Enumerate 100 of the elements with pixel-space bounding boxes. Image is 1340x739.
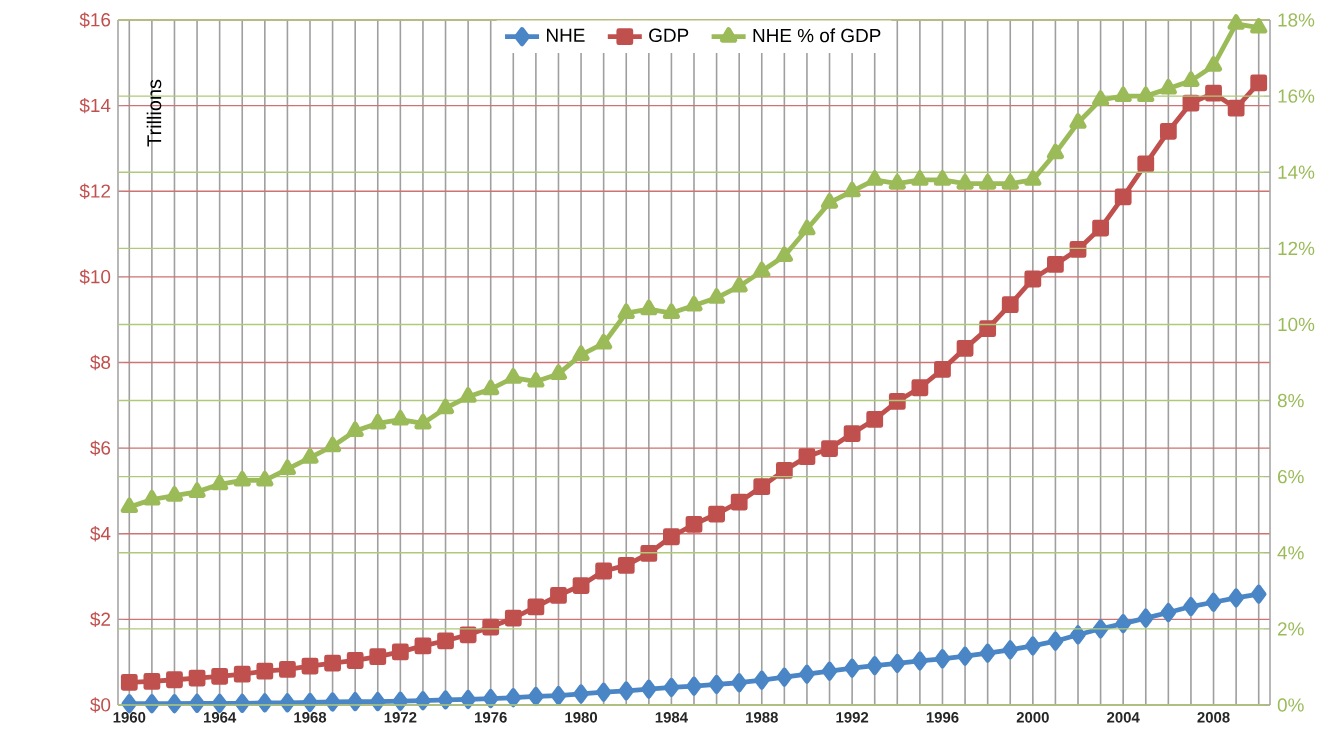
point [1069, 113, 1087, 129]
point [708, 505, 725, 523]
point [369, 691, 386, 712]
point [301, 448, 319, 464]
y2-tick-label: 2% [1277, 622, 1304, 636]
point [505, 688, 522, 708]
point [459, 387, 477, 403]
point [1205, 592, 1222, 612]
point [662, 303, 681, 320]
point [527, 598, 545, 616]
y2-tick-label: 6% [1278, 469, 1304, 484]
point [1092, 619, 1109, 639]
point [391, 409, 409, 426]
x-tick-label: 2004 [1107, 712, 1140, 723]
point [686, 676, 702, 696]
point [663, 528, 680, 546]
point [685, 515, 703, 533]
y2-tick-label: 12% [1278, 241, 1315, 256]
point [641, 679, 657, 699]
point [866, 170, 884, 186]
point [1250, 18, 1268, 34]
point [188, 669, 206, 687]
point [595, 333, 613, 350]
point [1047, 256, 1064, 273]
x-tick-label: 1964 [203, 712, 237, 723]
point [1183, 596, 1199, 617]
y-tick-label: $6 [90, 440, 111, 456]
y2-tick-label: 4% [1277, 546, 1304, 560]
y-tick-label: $4 [90, 526, 111, 542]
point [843, 425, 861, 442]
point [753, 261, 771, 278]
x-tick-label: 1980 [565, 712, 598, 723]
point [211, 693, 228, 713]
point [528, 686, 544, 707]
x-tick-label: 1976 [475, 712, 507, 723]
point [1046, 143, 1065, 160]
point [731, 673, 747, 693]
point [257, 693, 273, 713]
y-tick-label: $12 [79, 183, 111, 199]
point [437, 690, 454, 710]
point [775, 461, 793, 479]
y2-tick-label: 16% [1278, 89, 1315, 103]
point [798, 219, 816, 236]
point [889, 653, 906, 674]
point [256, 470, 274, 487]
point [663, 677, 680, 698]
point [911, 379, 929, 397]
point [121, 694, 138, 714]
x-tick-label: 2008 [1197, 712, 1230, 723]
y-axis-title: Trillions [146, 79, 162, 147]
point [324, 692, 341, 712]
point [956, 339, 974, 357]
point [504, 368, 522, 384]
point [166, 671, 183, 689]
point [979, 643, 996, 663]
point [572, 345, 590, 361]
point [979, 320, 997, 338]
point [844, 658, 860, 678]
point [437, 632, 454, 650]
point [1092, 219, 1109, 237]
point [1070, 625, 1086, 645]
point [233, 470, 251, 487]
point [957, 646, 973, 666]
point [415, 691, 431, 711]
point [347, 691, 363, 712]
point [369, 413, 387, 430]
point [595, 562, 613, 580]
y-tick-label: $0 [90, 697, 111, 713]
point [1137, 608, 1154, 628]
point [979, 174, 997, 190]
x-tick-label: 1968 [294, 712, 327, 723]
point [1137, 86, 1155, 103]
point [1024, 270, 1042, 288]
y-tick-label: $2 [90, 611, 111, 628]
point [120, 497, 138, 514]
point [888, 393, 906, 410]
y2-tick-label: 0% [1277, 698, 1304, 712]
point [573, 684, 589, 704]
point [617, 557, 635, 574]
point [482, 688, 499, 709]
point [211, 474, 229, 491]
point [1024, 170, 1042, 186]
y2-tick-label: 8% [1277, 393, 1304, 408]
point [279, 693, 296, 713]
point [527, 371, 545, 388]
point [843, 181, 861, 198]
point [504, 609, 522, 627]
point [708, 674, 725, 695]
point [776, 667, 793, 687]
point [346, 421, 364, 437]
point [323, 436, 342, 453]
point [753, 478, 771, 496]
x-tick-label: 1996 [926, 712, 959, 723]
point [211, 667, 229, 685]
point [256, 662, 274, 680]
legend-label: NHE % of GDP [753, 28, 881, 43]
point [1001, 296, 1019, 314]
point [934, 360, 951, 378]
point [1250, 74, 1268, 92]
x-tick-label: 1984 [655, 712, 688, 723]
